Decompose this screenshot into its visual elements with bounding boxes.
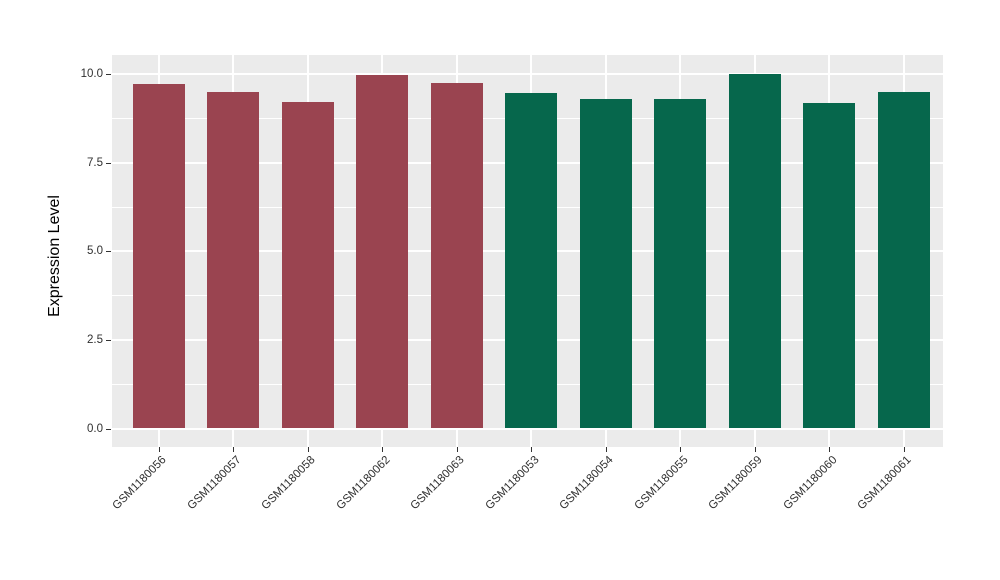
major-gridline-horizontal (112, 427, 943, 430)
x-axis-tick-mark (456, 447, 458, 452)
y-axis-tick-mark (106, 339, 111, 341)
bar-GSM1180062 (356, 75, 408, 429)
x-axis-tick-label-GSM1180060: GSM1180060 (781, 454, 840, 513)
y-axis-tick-mark (106, 162, 111, 164)
x-axis-tick-mark (307, 447, 309, 452)
x-axis-tick-mark (903, 447, 905, 452)
x-axis-tick-mark (829, 447, 830, 452)
y-axis-tick-label: 0.0 (87, 422, 103, 435)
x-axis-tick-label-GSM1180059: GSM1180059 (706, 454, 765, 513)
x-axis-tick-mark (605, 447, 607, 452)
bar-GSM1180055 (654, 98, 706, 429)
bar-GSM1180061 (877, 92, 930, 429)
x-axis-tick-label-GSM1180063: GSM1180063 (408, 454, 467, 513)
y-axis-tick-mark (106, 251, 111, 253)
x-axis-tick-label-GSM1180061: GSM1180061 (855, 454, 914, 513)
y-axis-title: Expression Level (46, 195, 63, 317)
x-axis-tick-mark (158, 447, 160, 452)
bar-GSM1180053 (505, 92, 557, 429)
bar-GSM1180054 (579, 98, 632, 429)
y-axis-tick-label: 7.5 (87, 156, 103, 169)
x-axis-tick-label-GSM1180055: GSM1180055 (632, 454, 691, 513)
x-axis-tick-mark (531, 447, 532, 452)
bar-GSM1180060 (803, 102, 855, 429)
plot-panel (112, 55, 943, 447)
x-axis-tick-mark (680, 447, 681, 452)
y-axis-tick-label: 5.0 (87, 245, 103, 258)
bar-GSM1180059 (728, 74, 781, 429)
bar-GSM1180057 (207, 91, 259, 429)
x-axis-tick-label-GSM1180062: GSM1180062 (334, 454, 393, 513)
major-gridline-horizontal (112, 73, 943, 76)
bar-GSM1180063 (430, 83, 483, 429)
y-axis-tick-label: 2.5 (87, 333, 103, 346)
y-axis-tick-label: 10.0 (80, 68, 103, 81)
x-axis-tick-label-GSM1180054: GSM1180054 (557, 454, 616, 513)
x-axis-tick-label-GSM1180057: GSM1180057 (185, 454, 244, 513)
x-axis-tick-mark (233, 447, 234, 452)
bar-GSM1180058 (281, 102, 334, 429)
x-axis-tick-label-GSM1180053: GSM1180053 (483, 454, 542, 513)
bar-GSM1180056 (132, 84, 185, 429)
x-axis-tick-label-GSM1180058: GSM1180058 (259, 454, 318, 513)
x-axis-tick-label-GSM1180056: GSM1180056 (110, 454, 169, 513)
x-axis-tick-mark (754, 447, 756, 452)
x-axis-tick-mark (382, 447, 383, 452)
y-axis-tick-mark (106, 74, 111, 76)
y-axis-tick-mark (106, 428, 111, 430)
